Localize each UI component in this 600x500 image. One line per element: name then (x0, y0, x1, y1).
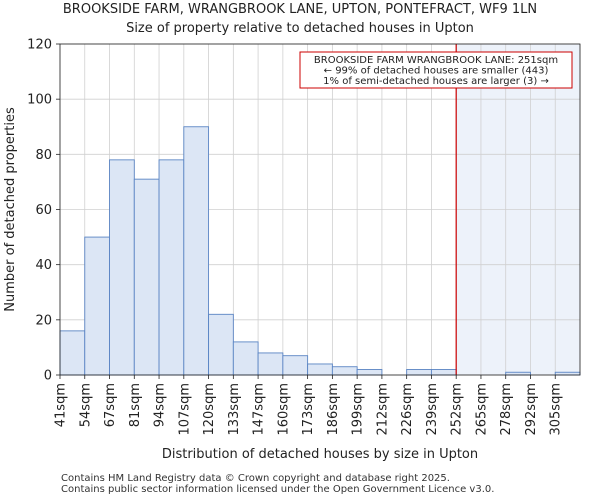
bar-278sqm (505, 371, 531, 376)
y-axis-label: Number of detached properties (3, 107, 18, 312)
annotation-line-1: BROOKSIDE FARM WRANGBROOK LANE: 251sqm (314, 55, 558, 66)
x-tick-label-252sqm: 252sqm (450, 383, 465, 436)
bar-160sqm (282, 355, 309, 376)
x-tick-label-278sqm: 278sqm (499, 383, 514, 436)
x-tick-label-81sqm: 81sqm (128, 383, 143, 427)
bar-239sqm (430, 369, 457, 376)
x-tick-label-292sqm: 292sqm (524, 383, 539, 436)
histogram-chart: 0 20 40 60 80 100 120 41sqm 54sqm 67sqm 81sqm 94sq… (3, 38, 581, 462)
bar-81sqm (133, 178, 160, 376)
chart-title-block: BROOKSIDE FARM, WRANGBROOK LANE, UPTON, … (0, 0, 600, 38)
x-tick-label-133sqm: 133sqm (227, 383, 242, 436)
y-tick-label-0: 0 (44, 369, 52, 384)
y-tick-label-2: 40 (35, 258, 52, 273)
chart-subtitle: Size of property relative to detached ho… (126, 21, 474, 36)
y-tick-label-6: 120 (27, 38, 52, 53)
x-tick-label-54sqm: 54sqm (78, 383, 93, 427)
chart-title: BROOKSIDE FARM, WRANGBROOK LANE, UPTON, … (62, 2, 538, 17)
annotation-box: BROOKSIDE FARM WRANGBROOK LANE: 251sqm ←… (299, 51, 573, 89)
footer: Contains HM Land Registry data © Crown c… (61, 473, 494, 495)
x-tick-label-120sqm: 120sqm (202, 383, 217, 436)
footer-line-1: Contains HM Land Registry data © Crown c… (61, 473, 450, 484)
annotation-line-2: ← 99% of detached houses are smaller (44… (324, 66, 549, 77)
x-tick-label-160sqm: 160sqm (276, 383, 291, 436)
y-axis-ticks: 0 20 40 60 80 100 120 (27, 38, 60, 384)
x-tick-label-173sqm: 173sqm (301, 383, 316, 436)
bar-133sqm (232, 341, 259, 376)
x-tick-label-305sqm: 305sqm (549, 383, 564, 436)
y-tick-label-4: 80 (35, 148, 52, 163)
bar-226sqm (406, 369, 432, 376)
bar-67sqm (109, 159, 135, 376)
bar-173sqm (307, 363, 333, 376)
bar-94sqm (158, 159, 185, 376)
x-tick-label-147sqm: 147sqm (252, 383, 267, 436)
bar-199sqm (356, 369, 383, 376)
bar-305sqm (554, 371, 581, 376)
y-tick-label-5: 100 (27, 93, 52, 108)
x-tick-label-94sqm: 94sqm (153, 383, 168, 427)
annotation-line-3: 1% of semi-detached houses are larger (3… (323, 76, 549, 87)
bar-120sqm (208, 313, 234, 376)
x-axis-label: Distribution of detached houses by size … (162, 447, 478, 462)
y-tick-label-3: 60 (35, 203, 52, 218)
bar-147sqm (257, 352, 284, 376)
bar-54sqm (84, 236, 110, 376)
annotation-border (299, 51, 573, 89)
bars (59, 126, 581, 376)
bar-41sqm (59, 330, 86, 376)
x-tick-label-67sqm: 67sqm (103, 383, 118, 427)
x-tick-label-107sqm: 107sqm (177, 383, 192, 436)
x-tick-label-212sqm: 212sqm (375, 383, 390, 436)
bar-186sqm (331, 366, 358, 376)
x-tick-label-186sqm: 186sqm (326, 383, 341, 436)
x-tick-label-199sqm: 199sqm (351, 383, 366, 436)
x-tick-label-41sqm: 41sqm (54, 383, 69, 427)
x-tick-label-265sqm: 265sqm (474, 383, 489, 436)
x-axis-ticks: 41sqm 54sqm 67sqm 81sqm 94sqm 107sqm 120sqm 133… (54, 375, 564, 436)
y-tick-label-1: 20 (35, 313, 52, 328)
bar-107sqm (183, 126, 210, 376)
x-tick-label-239sqm: 239sqm (425, 383, 440, 436)
footer-line-2: Contains public sector information licen… (61, 484, 495, 495)
x-tick-label-226sqm: 226sqm (400, 383, 415, 436)
